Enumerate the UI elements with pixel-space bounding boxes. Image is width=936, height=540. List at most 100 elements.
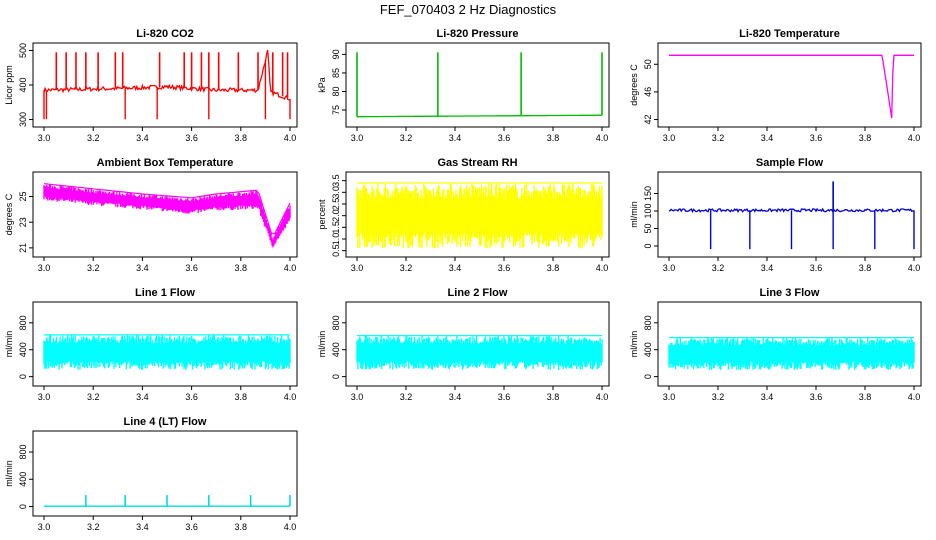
y-tick-label: 2.0 — [331, 209, 341, 222]
x-tick-label: 3.6 — [810, 263, 823, 273]
y-axis-label: degrees C — [629, 64, 639, 106]
y-tick-label: 25 — [18, 192, 28, 202]
plot-frame — [657, 171, 922, 258]
y-axis-label: ml/min — [317, 331, 327, 358]
x-tick-label: 3.4 — [761, 392, 774, 402]
plot-frame — [32, 430, 298, 517]
panel-line2: Line 2 Flow 3.0 3.2 3.4 3.6 3.8 4.0 0 400 800 ml/m… — [317, 287, 610, 402]
x-tick-label: 4.0 — [908, 392, 921, 402]
y-tick-label: 42 — [643, 115, 653, 125]
y-axis-label: kPa — [317, 77, 327, 93]
panel-line4: Line 4 (LT) Flow 3.0 3.2 3.4 3.6 3.8 4.0 0 400 80… — [4, 416, 298, 532]
series-line — [669, 54, 914, 119]
plot-frame — [657, 301, 922, 387]
x-tick-label: 3.2 — [87, 392, 100, 402]
y-tick-label: 400 — [643, 342, 653, 357]
y-axis-label: ml/min — [4, 331, 14, 358]
x-tick-label: 3.6 — [810, 133, 823, 143]
y-tick-label: 0 — [18, 374, 28, 379]
x-tick-label: 3.6 — [498, 392, 511, 402]
x-tick-label: 3.8 — [859, 263, 872, 273]
panel-title: Line 4 (LT) Flow — [124, 416, 207, 428]
x-tick-label: 3.6 — [498, 263, 511, 273]
x-tick-label: 4.0 — [284, 133, 297, 143]
y-tick-label: 0 — [643, 374, 653, 379]
x-tick-label: 3.2 — [712, 263, 725, 273]
x-tick-label: 4.0 — [596, 133, 609, 143]
panel-ambient: Ambient Box Temperature 3.0 3.2 3.4 3.6 3.8 4.… — [4, 157, 298, 273]
panel-title: Line 2 Flow — [448, 287, 508, 299]
series-band — [356, 183, 603, 249]
x-tick-label: 4.0 — [596, 392, 609, 402]
x-tick-label: 3.6 — [185, 263, 198, 273]
x-tick-label: 3.4 — [449, 133, 462, 143]
x-tick-label: 4.0 — [596, 263, 609, 273]
y-tick-label: 400 — [18, 472, 28, 487]
y-tick-label: 300 — [18, 112, 28, 127]
x-tick-label: 3.0 — [351, 263, 364, 273]
panel-title: Li-820 Temperature — [739, 28, 840, 40]
y-tick-label: 150 — [643, 186, 653, 201]
x-tick-label: 3.6 — [498, 133, 511, 143]
y-axis-label: Licor ppm — [4, 65, 14, 105]
x-tick-label: 3.8 — [235, 522, 248, 532]
y-tick-label: 50 — [643, 59, 653, 69]
y-tick-label: 50 — [643, 223, 653, 233]
x-tick-label: 3.2 — [400, 392, 413, 402]
series-upper-edge — [43, 183, 291, 235]
x-tick-label: 4.0 — [284, 263, 297, 273]
y-tick-label: 46 — [643, 87, 653, 97]
y-tick-label: 23 — [18, 217, 28, 227]
x-tick-label: 3.0 — [38, 263, 51, 273]
panel-line1: Line 1 Flow 3.0 3.2 3.4 3.6 3.8 4.0 0 400 800 ml/m… — [4, 287, 298, 402]
y-tick-label: 400 — [331, 342, 341, 357]
y-tick-label: 800 — [18, 315, 28, 330]
plot-frame — [657, 42, 922, 128]
x-tick-label: 4.0 — [908, 133, 921, 143]
y-axis-label: ml/min — [4, 460, 14, 487]
series-band — [356, 335, 603, 370]
x-tick-label: 3.4 — [136, 522, 149, 532]
y-tick-label: 1.0 — [331, 233, 341, 246]
panel-li820temp: Li-820 Temperature 3.0 3.2 3.4 3.6 3.8 4.0 42 46… — [629, 28, 922, 143]
x-tick-label: 3.0 — [351, 392, 364, 402]
x-tick-label: 3.0 — [38, 133, 51, 143]
series-line — [357, 114, 602, 118]
y-axis-label: ml/min — [629, 201, 639, 228]
y-tick-label: 0 — [331, 374, 341, 379]
x-tick-label: 3.8 — [235, 263, 248, 273]
y-tick-label: 400 — [18, 77, 28, 92]
x-tick-label: 3.8 — [547, 133, 560, 143]
series-line — [43, 49, 291, 101]
y-tick-label: 1.5 — [331, 221, 341, 234]
y-tick-label: 100 — [643, 203, 653, 218]
panel-title: Line 3 Flow — [760, 287, 820, 299]
y-tick-label: 400 — [18, 342, 28, 357]
panel-pressure: Li-820 Pressure 3.0 3.2 3.4 3.6 3.8 4.0 75 80 85 9… — [317, 28, 610, 143]
figure-title: FEF_070403 2 Hz Diagnostics — [379, 2, 557, 17]
x-tick-label: 3.4 — [761, 133, 774, 143]
y-tick-label: 2.5 — [331, 198, 341, 211]
plot-frame — [345, 301, 610, 387]
y-tick-label: 3.0 — [331, 186, 341, 199]
x-tick-label: 3.8 — [235, 392, 248, 402]
x-tick-label: 3.2 — [87, 133, 100, 143]
plot-frame — [345, 171, 610, 258]
y-tick-label: 800 — [643, 315, 653, 330]
x-tick-label: 3.6 — [185, 392, 198, 402]
y-tick-label: 800 — [18, 445, 28, 460]
plot-frame — [345, 42, 610, 128]
x-tick-label: 3.2 — [400, 263, 413, 273]
y-tick-label: 80 — [331, 86, 341, 96]
series-line — [668, 207, 914, 214]
x-tick-label: 3.8 — [547, 392, 560, 402]
panel-title: Li-820 CO2 — [136, 28, 193, 40]
x-tick-label: 3.4 — [761, 263, 774, 273]
y-axis-label: percent — [317, 199, 327, 230]
panel-sampleflow: Sample Flow 3.0 3.2 3.4 3.6 3.8 4.0 0 50 100 150 ml… — [629, 157, 922, 273]
y-tick-label: 75 — [331, 105, 341, 115]
series-band — [43, 335, 291, 370]
x-tick-label: 3.2 — [87, 263, 100, 273]
x-tick-label: 3.4 — [136, 133, 149, 143]
